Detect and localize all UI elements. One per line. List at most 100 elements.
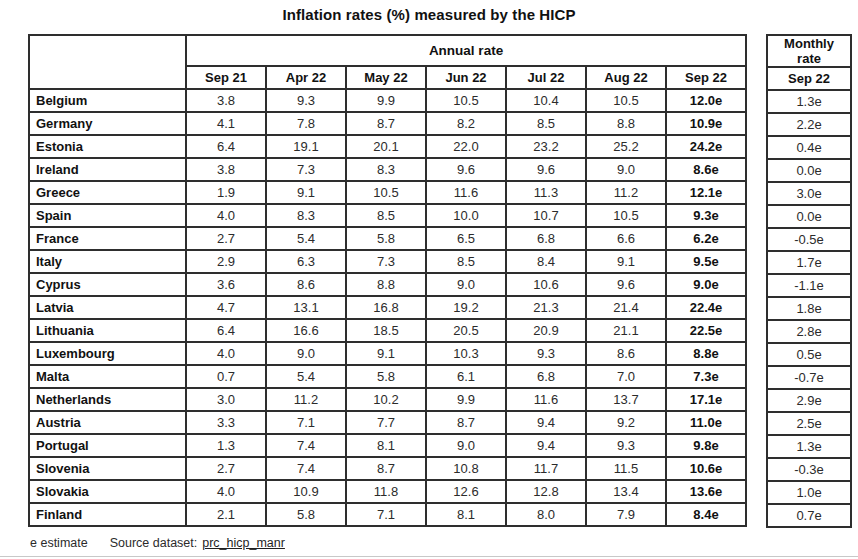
annual-value-cell: 7.4 <box>266 457 346 480</box>
annual-value-cell: 10.8 <box>426 457 506 480</box>
annual-value-cell: 7.0 <box>586 365 666 388</box>
annual-value-cell: 7.7 <box>346 411 426 434</box>
annual-value-cell: 22.5e <box>666 319 746 342</box>
annual-value-cell: 8.3 <box>346 158 426 181</box>
annual-value-cell: 8.6e <box>666 158 746 181</box>
annual-value-cell: 19.1 <box>266 135 346 158</box>
monthly-value-cell: 1.3e <box>767 90 851 113</box>
annual-value-cell: 11.7 <box>506 457 586 480</box>
annual-value-cell: 6.3 <box>266 250 346 273</box>
annual-value-cell: 10.5 <box>346 181 426 204</box>
monthly-value-cell: 2.9e <box>767 389 851 412</box>
annual-value-cell: 23.2 <box>506 135 586 158</box>
annual-value-cell: 11.8 <box>346 480 426 503</box>
table-row: Netherlands3.011.210.29.911.613.717.1e <box>29 388 746 411</box>
annual-value-cell: 8.6 <box>266 273 346 296</box>
country-cell: Latvia <box>29 296 186 319</box>
annual-value-cell: 10.2 <box>346 388 426 411</box>
country-cell: Belgium <box>29 89 186 112</box>
annual-value-cell: 7.3e <box>666 365 746 388</box>
annual-value-cell: 17.1e <box>666 388 746 411</box>
annual-value-cell: 9.4 <box>506 434 586 457</box>
annual-value-cell: 9.3 <box>266 89 346 112</box>
country-cell: Germany <box>29 112 186 135</box>
annual-value-cell: 5.4 <box>266 365 346 388</box>
monthly-rate-table: Monthly rate Sep 22 1.3e2.2e0.4e 0.0e3.0e… <box>766 34 852 528</box>
annual-value-cell: 9.5e <box>666 250 746 273</box>
country-cell: Estonia <box>29 135 186 158</box>
hicp-inflation-report: Inflation rates (%) measured by the HICP… <box>0 0 858 559</box>
monthly-header-row: Monthly rate <box>767 35 851 67</box>
annual-value-cell: 10.9e <box>666 112 746 135</box>
annual-value-cell: 1.9 <box>186 181 266 204</box>
annual-value-cell: 11.2 <box>266 388 346 411</box>
monthly-table-row: -0.5e <box>767 228 851 251</box>
annual-rate-table: Annual rate Sep 21 Apr 22 May 22 Jun 22 … <box>28 34 747 527</box>
annual-value-cell: 6.5 <box>426 227 506 250</box>
column-header-sep22: Sep 22 <box>666 66 746 89</box>
monthly-value-cell: 1.0e <box>767 481 851 504</box>
table-row: Ireland3.87.38.39.69.69.08.6e <box>29 158 746 181</box>
annual-value-cell: 12.0e <box>666 89 746 112</box>
annual-value-cell: 21.3 <box>506 296 586 319</box>
source-dataset-link[interactable]: prc_hicp_manr <box>202 536 285 550</box>
table-row: Austria3.37.17.78.79.49.211.0e <box>29 411 746 434</box>
column-header-jul22: Jul 22 <box>506 66 586 89</box>
annual-value-cell: 6.6 <box>586 227 666 250</box>
annual-value-cell: 8.8e <box>666 342 746 365</box>
monthly-table-row: -1.1e <box>767 274 851 297</box>
monthly-table-row: 1.8e <box>767 297 851 320</box>
annual-value-cell: 10.5 <box>586 89 666 112</box>
corner-cell <box>29 35 186 89</box>
annual-value-cell: 9.2 <box>586 411 666 434</box>
annual-value-cell: 8.7 <box>346 112 426 135</box>
annual-value-cell: 8.5 <box>506 112 586 135</box>
annual-value-cell: 8.1 <box>426 503 506 526</box>
annual-value-cell: 2.7 <box>186 227 266 250</box>
table-row: Lithuania6.416.618.520.520.921.122.5e <box>29 319 746 342</box>
annual-value-cell: 4.0 <box>186 342 266 365</box>
country-cell: Finland <box>29 503 186 526</box>
annual-value-cell: 9.3 <box>586 434 666 457</box>
annual-value-cell: 2.7 <box>186 457 266 480</box>
country-cell: France <box>29 227 186 250</box>
annual-value-cell: 7.1 <box>346 503 426 526</box>
annual-value-cell: 10.5 <box>426 89 506 112</box>
monthly-value-cell: 0.0e <box>767 205 851 228</box>
annual-value-cell: 11.6 <box>506 388 586 411</box>
table-row: Latvia4.713.116.819.221.321.422.4e <box>29 296 746 319</box>
monthly-value-cell: 0.4e <box>767 136 851 159</box>
country-cell: Malta <box>29 365 186 388</box>
annual-table-body: Belgium3.89.39.910.510.410.512.0eGermany… <box>29 89 746 526</box>
monthly-rate-header: Monthly rate <box>767 35 851 67</box>
annual-value-cell: 16.8 <box>346 296 426 319</box>
monthly-value-cell: 2.5e <box>767 412 851 435</box>
annual-value-cell: 12.1e <box>666 181 746 204</box>
table-row: Belgium3.89.39.910.510.410.512.0e <box>29 89 746 112</box>
page-bottom-divider <box>0 556 858 557</box>
country-cell: Greece <box>29 181 186 204</box>
annual-value-cell: 3.0 <box>186 388 266 411</box>
annual-value-cell: 5.8 <box>266 503 346 526</box>
annual-value-cell: 8.7 <box>426 411 506 434</box>
monthly-value-cell: 2.2e <box>767 113 851 136</box>
annual-value-cell: 13.1 <box>266 296 346 319</box>
monthly-value-cell: 3.0e <box>767 182 851 205</box>
monthly-column-header-sep22: Sep 22 <box>767 67 851 90</box>
monthly-month-row: Sep 22 <box>767 67 851 90</box>
annual-value-cell: 6.8 <box>506 227 586 250</box>
monthly-table-row: -0.7e <box>767 366 851 389</box>
table-row: Portugal1.37.48.19.09.49.39.8e <box>29 434 746 457</box>
table-row: Spain4.08.38.510.010.710.59.3e <box>29 204 746 227</box>
annual-value-cell: 9.0 <box>426 434 506 457</box>
annual-value-cell: 9.9 <box>346 89 426 112</box>
annual-value-cell: 0.7 <box>186 365 266 388</box>
monthly-table-row: 0.0e <box>767 205 851 228</box>
table-row: France2.75.45.86.56.86.66.2e <box>29 227 746 250</box>
annual-value-cell: 9.3e <box>666 204 746 227</box>
annual-value-cell: 20.9 <box>506 319 586 342</box>
annual-value-cell: 10.4 <box>506 89 586 112</box>
monthly-value-cell: -0.3e <box>767 458 851 481</box>
country-cell: Luxembourg <box>29 342 186 365</box>
country-cell: Austria <box>29 411 186 434</box>
